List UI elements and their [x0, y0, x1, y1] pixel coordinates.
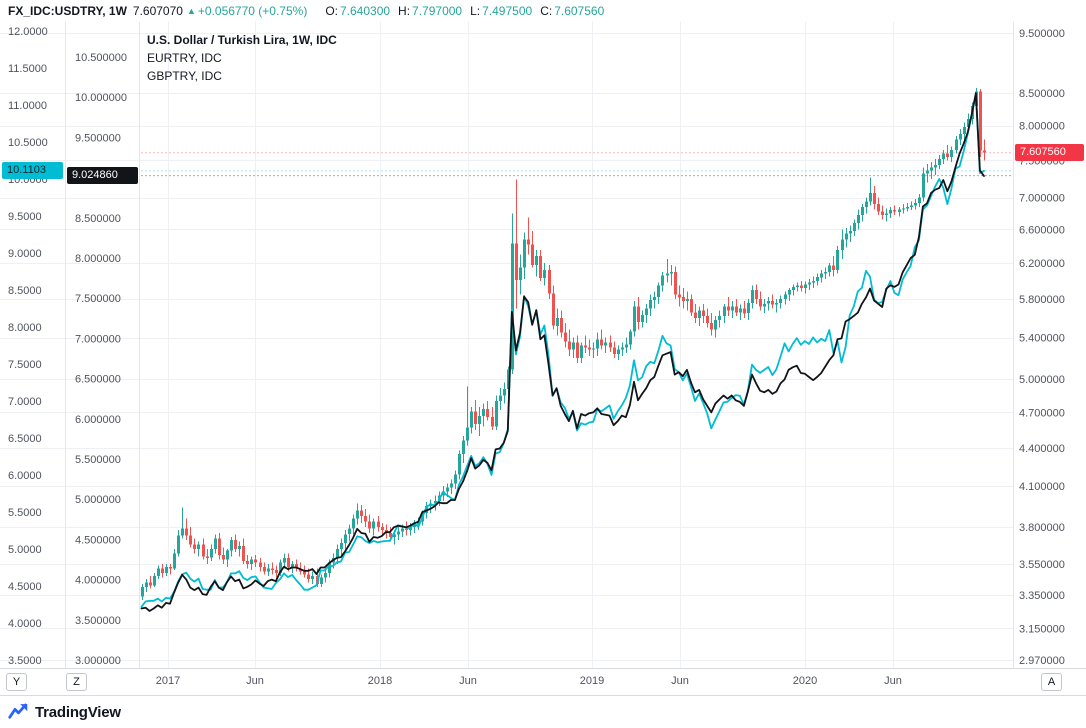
- svg-text:5.5000: 5.5000: [8, 507, 42, 519]
- svg-text:7.000000: 7.000000: [1019, 193, 1065, 205]
- vertical-gridlines: [168, 22, 894, 668]
- time-axis-label: Jun: [884, 675, 902, 687]
- svg-text:3.550000: 3.550000: [1019, 559, 1065, 571]
- svg-text:6.000000: 6.000000: [75, 414, 121, 426]
- svg-text:8.000000: 8.000000: [75, 253, 121, 265]
- time-axis-label: 2019: [579, 675, 605, 687]
- time-axis-label: 2018: [367, 675, 393, 687]
- time-axis[interactable]: 2017 Jun 2018 Jun 2019 Jun 2020 Jun Y Z A: [0, 668, 1086, 696]
- time-axis-label: 2020: [792, 675, 818, 687]
- usdtry-candles: [141, 87, 986, 600]
- svg-text:6.500000: 6.500000: [75, 374, 121, 386]
- eurtry-line: [140, 92, 985, 612]
- tradingview-logo[interactable]: [8, 703, 29, 721]
- svg-text:3.000000: 3.000000: [75, 655, 121, 667]
- scale-button-a[interactable]: A: [1041, 673, 1062, 691]
- svg-text:3.800000: 3.800000: [1019, 522, 1065, 534]
- scale-button-y[interactable]: Y: [6, 673, 27, 691]
- eurtry-price-badge: 9.024860: [67, 167, 138, 184]
- svg-text:4.400000: 4.400000: [1019, 443, 1065, 455]
- chart-pane[interactable]: 12.0000 11.5000 11.0000 10.5000 10.0000 9.500…: [0, 22, 1086, 668]
- svg-text:10.000000: 10.000000: [75, 92, 127, 104]
- time-axis-label: Jun: [671, 675, 689, 687]
- svg-text:9.500000: 9.500000: [75, 132, 121, 144]
- legend-row-usdtry[interactable]: U.S. Dollar / Turkish Lira, 1W, IDC: [147, 33, 337, 47]
- high-value: 7.797000: [412, 4, 463, 18]
- last-price-lines: [141, 152, 1013, 177]
- close-label: C:: [540, 4, 553, 18]
- scale-button-z[interactable]: Z: [66, 673, 87, 691]
- price-chart[interactable]: 12.000011.500011.000010.500010.00009.500…: [0, 22, 1086, 668]
- svg-text:11.0000: 11.0000: [8, 100, 47, 112]
- time-axis-label: Jun: [459, 675, 477, 687]
- usdtry-price-scale[interactable]: 9.5000008.5000008.0000007.5000007.000000…: [1019, 28, 1065, 667]
- time-axis-label: 2017: [155, 675, 181, 687]
- price-change: +0.056770 (+0.75%): [197, 4, 308, 18]
- legend-row-gbptry[interactable]: GBPTRY, IDC: [147, 69, 222, 83]
- svg-text:12.0000: 12.0000: [8, 26, 48, 38]
- svg-text:8.0000: 8.0000: [8, 322, 42, 334]
- svg-text:3.350000: 3.350000: [1019, 590, 1065, 602]
- svg-text:3.5000: 3.5000: [8, 655, 42, 667]
- last-price: 7.607070: [132, 4, 183, 18]
- svg-text:4.500000: 4.500000: [75, 534, 121, 546]
- svg-text:4.700000: 4.700000: [1019, 408, 1065, 420]
- usdtry-price-badge: 7.607560: [1015, 144, 1084, 161]
- svg-text:2.970000: 2.970000: [1019, 655, 1065, 667]
- tradingview-brand[interactable]: TradingView: [35, 703, 121, 721]
- svg-text:4.0000: 4.0000: [8, 618, 42, 630]
- time-axis-label: Jun: [246, 675, 264, 687]
- high-label: H:: [398, 4, 411, 18]
- legend: U.S. Dollar / Turkish Lira, 1W, IDC EURT…: [147, 31, 337, 85]
- svg-text:5.000000: 5.000000: [75, 494, 121, 506]
- svg-text:5.400000: 5.400000: [1019, 333, 1065, 345]
- svg-text:6.5000: 6.5000: [8, 433, 42, 445]
- open-value: 7.640300: [339, 4, 391, 18]
- svg-text:3.150000: 3.150000: [1019, 623, 1065, 635]
- svg-text:6.600000: 6.600000: [1019, 224, 1065, 236]
- gbptry-line: [140, 92, 985, 608]
- footer-bar: TradingView: [0, 695, 1086, 728]
- svg-text:7.5000: 7.5000: [8, 359, 42, 371]
- svg-text:4.5000: 4.5000: [8, 581, 42, 593]
- symbol-info-bar: FX_IDC:USDTRY, 1W 7.607070 ▲ +0.056770 (…: [0, 0, 1086, 23]
- open-label: O:: [325, 4, 338, 18]
- svg-text:9.5000: 9.5000: [8, 211, 42, 223]
- svg-text:11.5000: 11.5000: [8, 63, 47, 75]
- svg-text:10.5000: 10.5000: [8, 137, 48, 149]
- svg-text:6.200000: 6.200000: [1019, 258, 1065, 270]
- gbptry-price-scale[interactable]: 12.000011.500011.000010.500010.00009.500…: [8, 26, 48, 667]
- gbptry-price-badge: 10.1103: [2, 162, 63, 179]
- svg-text:9.500000: 9.500000: [1019, 28, 1065, 40]
- symbol-title[interactable]: FX_IDC:USDTRY, 1W: [8, 4, 127, 18]
- svg-text:5.500000: 5.500000: [75, 454, 121, 466]
- svg-text:8.000000: 8.000000: [1019, 121, 1065, 133]
- svg-text:7.0000: 7.0000: [8, 396, 42, 408]
- svg-text:5.800000: 5.800000: [1019, 294, 1065, 306]
- svg-text:3.500000: 3.500000: [75, 615, 121, 627]
- change-up-arrow-icon: ▲: [186, 6, 196, 16]
- low-value: 7.497500: [482, 4, 533, 18]
- legend-row-eurtry[interactable]: EURTRY, IDC: [147, 51, 222, 65]
- svg-text:8.500000: 8.500000: [1019, 88, 1065, 100]
- svg-text:5.0000: 5.0000: [8, 544, 42, 556]
- svg-text:6.0000: 6.0000: [8, 470, 42, 482]
- svg-text:8.500000: 8.500000: [75, 213, 121, 225]
- svg-text:5.000000: 5.000000: [1019, 374, 1065, 386]
- close-value: 7.607560: [554, 4, 605, 18]
- svg-text:9.0000: 9.0000: [8, 248, 42, 260]
- svg-text:8.5000: 8.5000: [8, 285, 42, 297]
- svg-text:4.000000: 4.000000: [75, 575, 121, 587]
- eurtry-price-scale[interactable]: 10.50000010.0000009.5000009.0000008.5000…: [75, 52, 127, 667]
- svg-text:4.100000: 4.100000: [1019, 481, 1065, 493]
- low-label: L:: [470, 4, 481, 18]
- svg-text:7.500000: 7.500000: [75, 293, 121, 305]
- svg-text:10.500000: 10.500000: [75, 52, 127, 64]
- price-scale-borders: [65, 22, 1014, 668]
- svg-text:7.000000: 7.000000: [75, 333, 121, 345]
- horizontal-gridlines: [0, 33, 1013, 661]
